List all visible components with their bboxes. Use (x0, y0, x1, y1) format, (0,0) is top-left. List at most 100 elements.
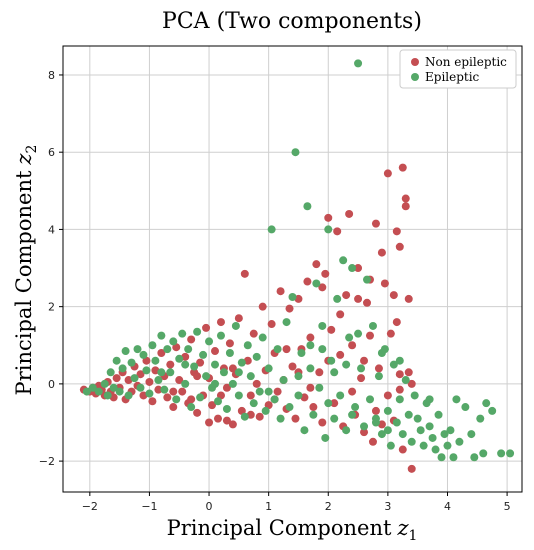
x-tick-label: 1 (265, 500, 272, 513)
grid (63, 46, 522, 492)
point-epileptic (354, 329, 363, 338)
legend: Non epileptic Epileptic (399, 49, 517, 89)
point-epileptic (383, 406, 392, 415)
point-epileptic (342, 360, 351, 369)
point-non-epileptic (178, 387, 187, 396)
x-axis-ticks: −2 −1 0 1 2 3 4 5 (82, 492, 511, 513)
point-non-epileptic (318, 283, 327, 292)
point-epileptic (228, 379, 237, 388)
point-epileptic (261, 406, 270, 415)
point-non-epileptic (240, 269, 249, 278)
point-epileptic (175, 354, 184, 363)
point-epileptic (264, 387, 273, 396)
point-epileptic (410, 391, 419, 400)
point-non-epileptic (374, 364, 383, 373)
point-non-epileptic (324, 213, 333, 222)
point-non-epileptic (193, 372, 202, 381)
point-non-epileptic (187, 335, 196, 344)
point-epileptic (118, 364, 127, 373)
point-non-epileptic (348, 341, 357, 350)
legend-label-non-epileptic: Non epileptic (425, 55, 507, 69)
x-tick-label: 2 (325, 500, 332, 513)
point-epileptic (246, 372, 255, 381)
point-epileptic (336, 391, 345, 400)
point-non-epileptic (255, 412, 264, 421)
point-non-epileptic (205, 418, 214, 427)
point-epileptic (416, 426, 425, 435)
point-epileptic (103, 391, 112, 400)
x-tick-label: 5 (504, 500, 511, 513)
point-epileptic (395, 395, 404, 404)
point-non-epileptic (258, 302, 267, 311)
point-epileptic (136, 383, 145, 392)
point-epileptic (506, 449, 515, 458)
point-epileptic (187, 403, 196, 412)
point-epileptic (461, 403, 470, 412)
point-epileptic (330, 414, 339, 423)
point-epileptic (240, 412, 249, 421)
point-epileptic (100, 379, 109, 388)
point-non-epileptic (371, 406, 380, 415)
point-non-epileptic (187, 395, 196, 404)
point-epileptic (407, 437, 416, 446)
point-epileptic (291, 148, 300, 157)
y-axis-label-symbol: z (12, 153, 36, 166)
point-epileptic (213, 397, 222, 406)
point-epileptic (288, 292, 297, 301)
point-non-epileptic (228, 364, 237, 373)
point-non-epileptic (354, 264, 363, 273)
point-epileptic (294, 391, 303, 400)
point-epileptic (234, 368, 243, 377)
point-epileptic (264, 364, 273, 373)
point-epileptic (330, 368, 339, 377)
point-epileptic (300, 426, 309, 435)
point-epileptic (121, 347, 130, 356)
point-epileptic (285, 403, 294, 412)
point-epileptic (166, 368, 175, 377)
point-non-epileptic (389, 291, 398, 300)
point-epileptic (315, 383, 324, 392)
point-epileptic (306, 341, 315, 350)
point-non-epileptic (395, 242, 404, 251)
plot-frame (62, 45, 523, 493)
point-epileptic (205, 337, 214, 346)
point-epileptic (88, 383, 97, 392)
x-axis-label-symbol: z (396, 516, 409, 540)
point-epileptic (446, 426, 455, 435)
y-tick-label: 2 (48, 301, 55, 314)
point-epileptic (157, 331, 166, 340)
point-epileptic (368, 321, 377, 330)
point-non-epileptic (216, 318, 225, 327)
point-epileptic (202, 372, 211, 381)
point-non-epileptic (169, 403, 178, 412)
point-epileptic (94, 387, 103, 396)
point-epileptic (371, 418, 380, 427)
y-tick-label: 0 (48, 378, 55, 391)
x-tick-label: 4 (444, 500, 451, 513)
point-epileptic (377, 348, 386, 357)
point-non-epileptic (371, 219, 380, 228)
point-epileptic (348, 264, 357, 273)
point-non-epileptic (312, 260, 321, 269)
point-epileptic (345, 333, 354, 342)
point-non-epileptic (404, 294, 413, 303)
point-epileptic (395, 356, 404, 365)
point-epileptic (270, 395, 279, 404)
point-epileptic (348, 410, 357, 419)
point-epileptic (360, 422, 369, 431)
point-non-epileptic (398, 163, 407, 172)
point-non-epileptic (333, 227, 342, 236)
point-epileptic (148, 341, 157, 350)
x-tick-label: 0 (206, 500, 213, 513)
point-non-epileptic (395, 370, 404, 379)
x-tick-label: −1 (141, 500, 157, 513)
point-epileptic (443, 441, 452, 450)
point-epileptic (294, 372, 303, 381)
point-epileptic (413, 414, 422, 423)
point-non-epileptic (401, 194, 410, 203)
point-non-epileptic (148, 397, 157, 406)
y-tick-label: −2 (39, 455, 55, 468)
point-non-epileptic (354, 294, 363, 303)
point-epileptic (139, 350, 148, 359)
point-non-epileptic (163, 393, 172, 402)
